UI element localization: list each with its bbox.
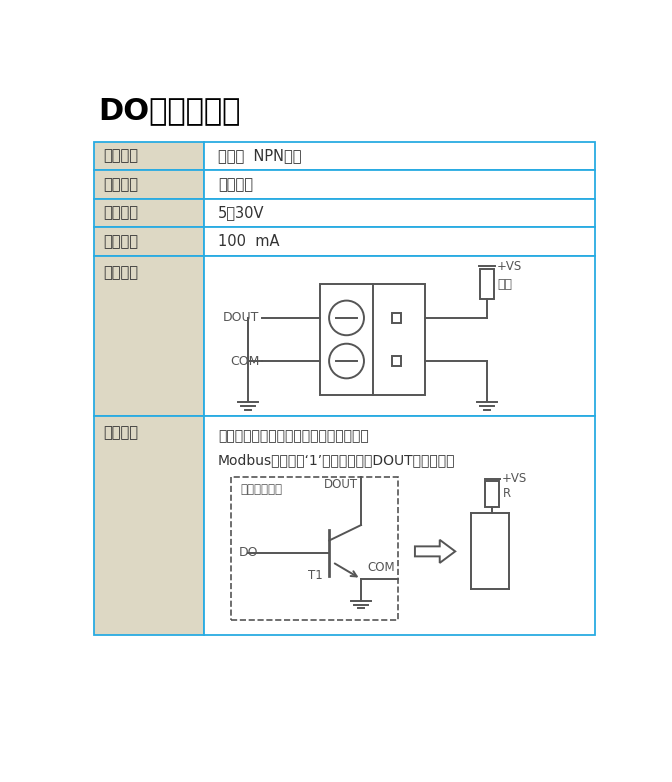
Text: 负载电压: 负载电压 [103,206,138,221]
Bar [94,256,204,416]
Text: 集电极  NPN输出: 集电极 NPN输出 [218,149,302,163]
Bar [204,142,595,170]
Text: 100  mA: 100 mA [218,234,280,249]
Circle shape [329,344,364,378]
Bar [204,170,595,199]
Text: Modbus寄存器置‘1’晶体管导通，DOUT为低电平；: Modbus寄存器置‘1’晶体管导通，DOUT为低电平； [218,454,456,468]
Text: 负载电流: 负载电流 [103,234,138,249]
Bar [204,227,595,256]
Text: 输出方式: 输出方式 [103,149,138,163]
Bar [392,357,401,366]
Text: DO晶体管输出: DO晶体管输出 [98,96,241,125]
FancyArrow shape [415,540,455,563]
Bar [485,481,499,507]
Bar [392,314,401,322]
Text: DOUT: DOUT [223,311,259,325]
Text: 需要在输出端口连接负载以及上拉电源；: 需要在输出端口连接负载以及上拉电源； [218,429,369,443]
Bar [94,416,204,635]
Text: 光耦隔离: 光耦隔离 [218,177,253,192]
Bar [321,284,425,395]
Bar [94,170,204,199]
Text: 内部等效电路: 内部等效电路 [241,483,282,496]
Bar [204,416,595,635]
Text: 隔离设计: 隔离设计 [103,177,138,192]
Text: DO: DO [239,547,259,559]
Bar [94,227,204,256]
Bar [94,142,204,170]
Text: T1: T1 [308,569,323,583]
Bar [94,199,204,227]
Circle shape [329,300,364,335]
Text: DOUT: DOUT [324,479,358,492]
Text: +VS: +VS [502,472,527,486]
FancyBboxPatch shape [231,477,398,620]
Text: COM: COM [230,354,259,368]
Bar [480,270,494,299]
Text: 等效电路: 等效电路 [103,425,138,440]
Text: 接线方式: 接线方式 [103,265,138,280]
Text: +VS: +VS [497,260,521,273]
Text: COM: COM [367,561,394,573]
Text: 5＾30V: 5＾30V [218,206,265,221]
Text: R: R [503,487,511,500]
Bar [204,256,595,416]
Bar [204,199,595,227]
Text: 负载: 负载 [498,278,513,291]
